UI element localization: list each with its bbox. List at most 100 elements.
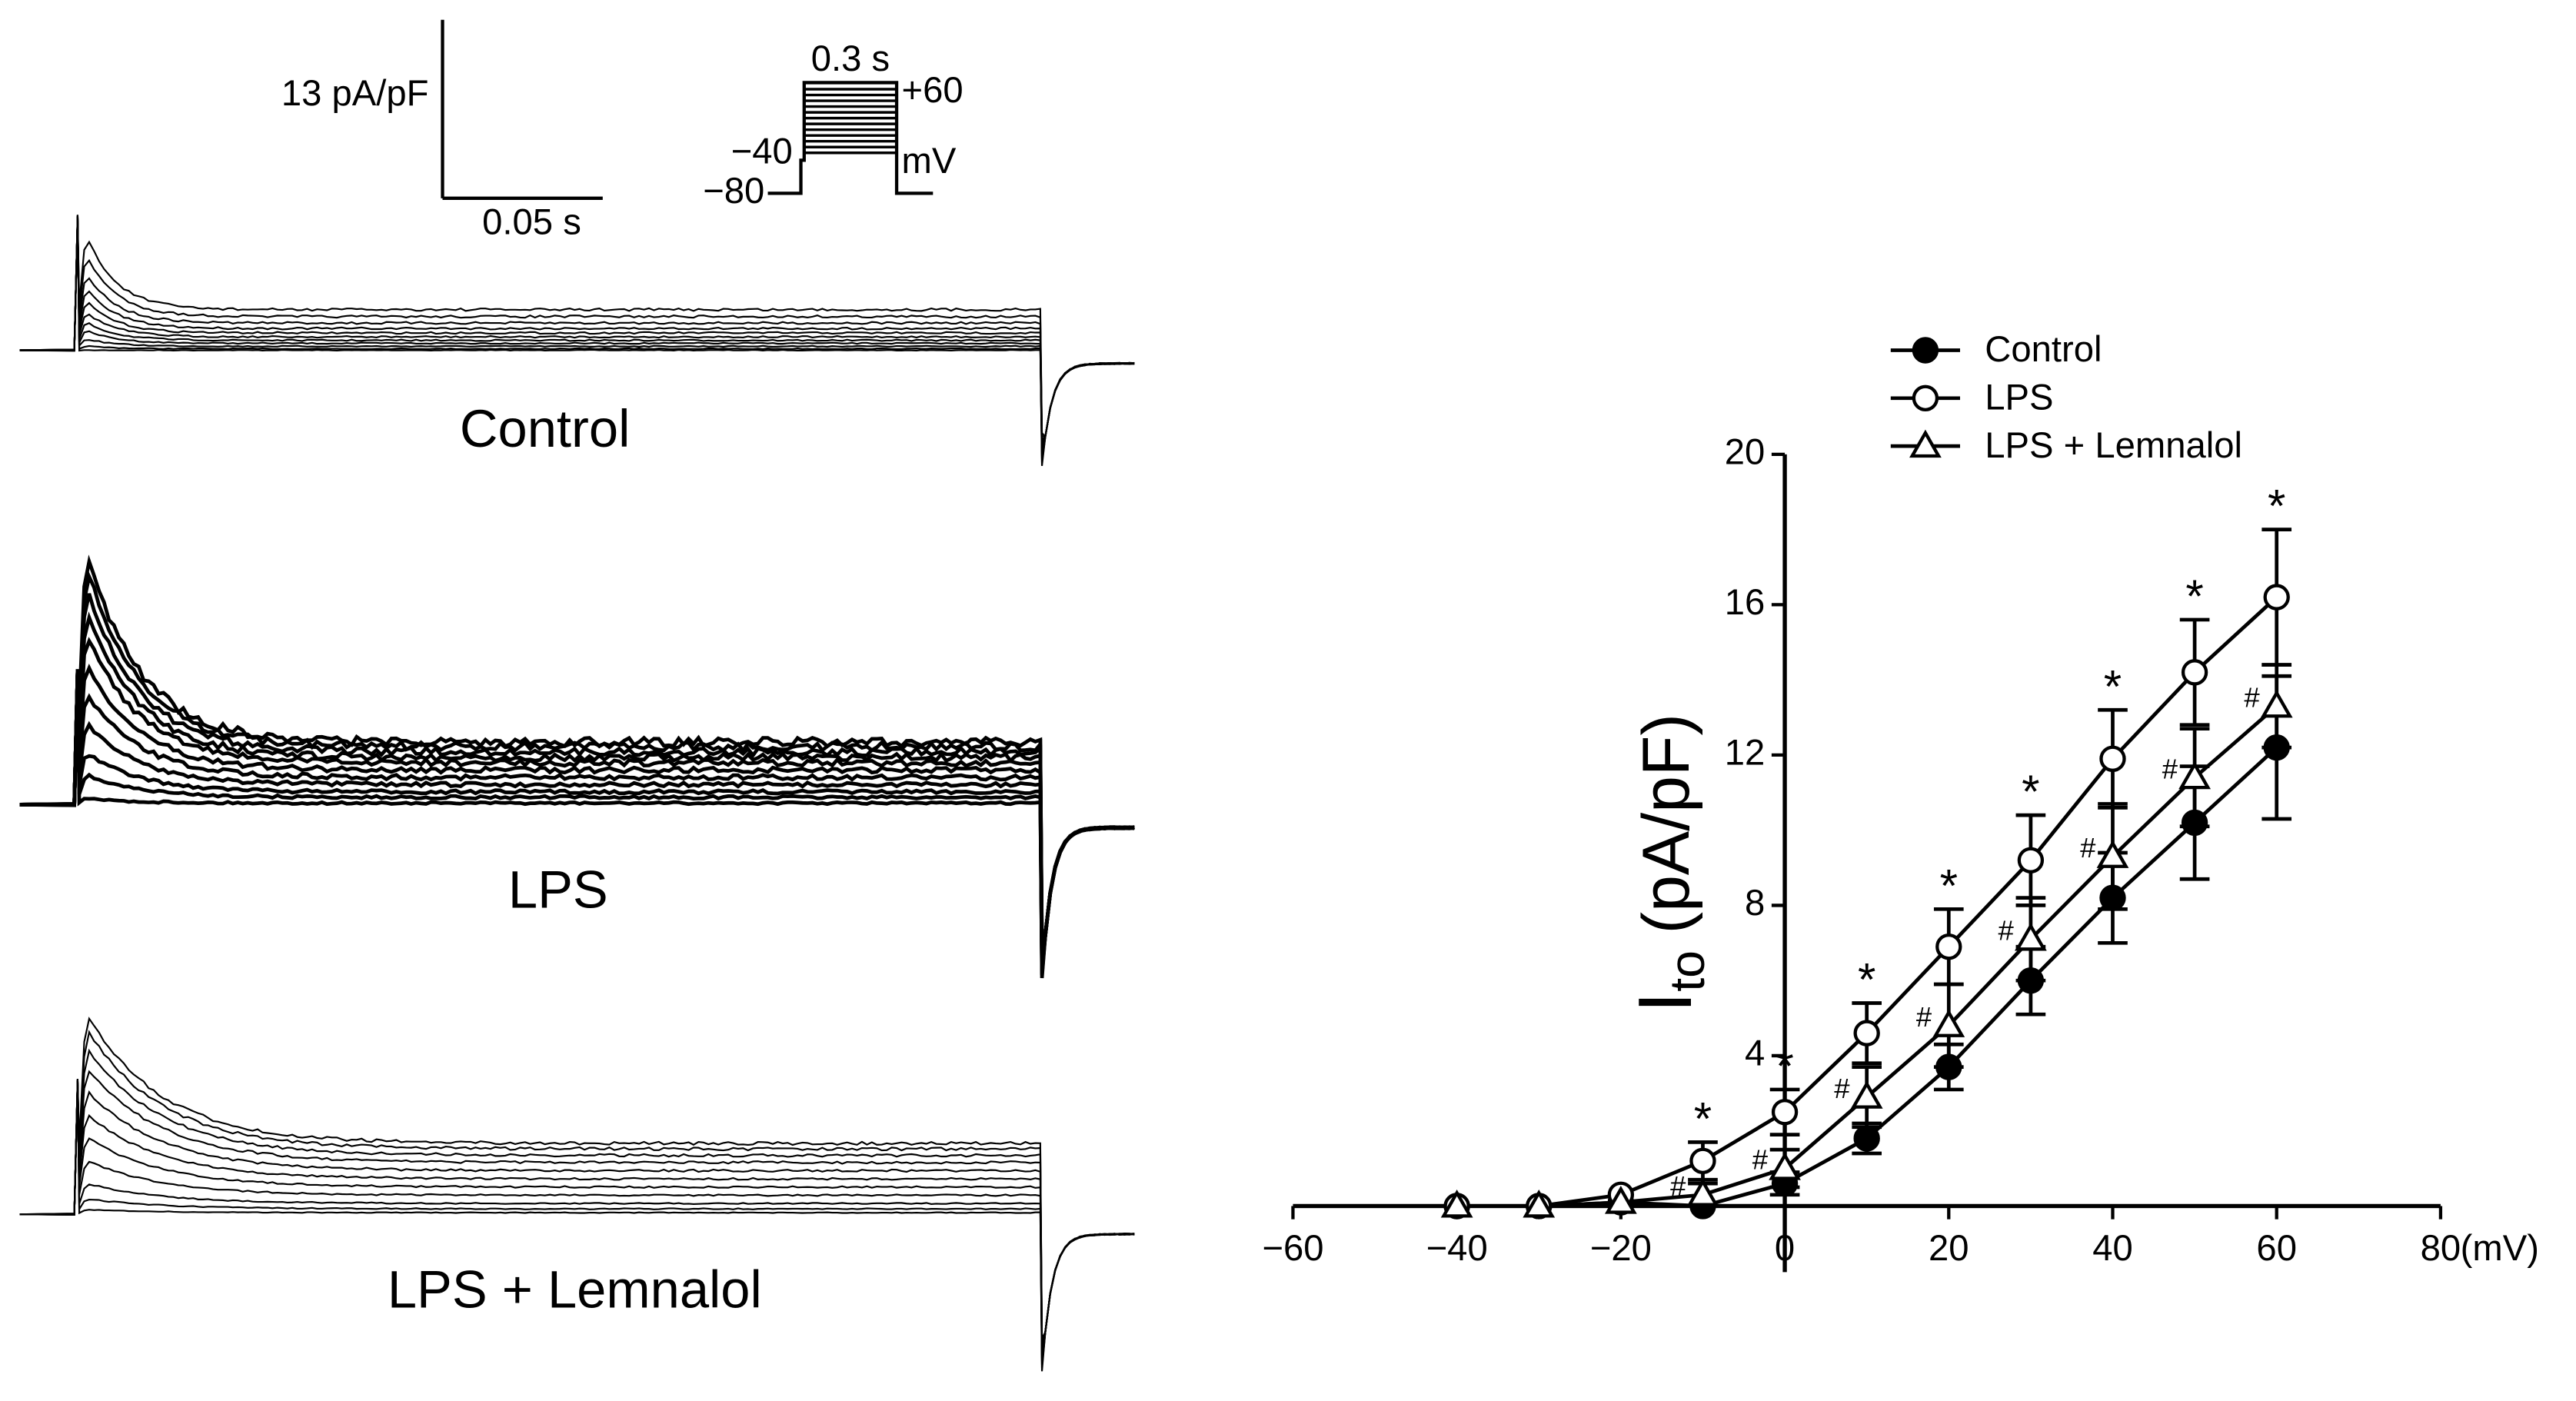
- legend-label: LPS: [1985, 377, 2053, 418]
- current-trace: [19, 215, 1135, 460]
- marker: [2260, 689, 2293, 718]
- current-trace: [19, 1079, 1135, 1365]
- marker: [1523, 1189, 1556, 1218]
- current-trace: [19, 593, 1135, 953]
- panel-label: Control: [460, 399, 630, 458]
- y-label-unit: (pA/pF): [1629, 714, 1703, 933]
- significance-mark: #: [2244, 681, 2260, 713]
- legend-label: LPS + Lemnalol: [1985, 425, 2242, 466]
- marker: [2263, 734, 2290, 761]
- marker: [1604, 1186, 1637, 1214]
- legend-marker: [1909, 429, 1942, 458]
- significance-mark: #: [1834, 1073, 1850, 1104]
- current-trace: [19, 1080, 1135, 1355]
- current-trace: [19, 216, 1135, 450]
- current-trace: [19, 669, 1135, 972]
- x-tick-label: −20: [1590, 1228, 1652, 1269]
- marker: [1935, 1053, 1962, 1080]
- marker: [1771, 1099, 1799, 1126]
- time-scale-label: 0.05 s: [482, 202, 581, 243]
- y-label-sub: to: [1659, 950, 1715, 992]
- x-tick-label: −40: [1426, 1228, 1488, 1269]
- current-trace: [19, 215, 1135, 463]
- protocol-step: −40: [731, 131, 793, 171]
- current-trace: [19, 554, 1135, 946]
- current-trace: [19, 1030, 1135, 1343]
- significance-mark: *: [2104, 661, 2122, 712]
- y-tick-label: 16: [1725, 582, 1766, 623]
- significance-mark: *: [2268, 481, 2285, 532]
- current-trace: [19, 215, 1135, 467]
- y-tick-label: 4: [1745, 1033, 1765, 1073]
- marker: [2015, 922, 2047, 951]
- current-trace: [19, 216, 1135, 447]
- x-tick-label: −60: [1262, 1228, 1323, 1269]
- current-trace: [19, 637, 1135, 959]
- legend-marker: [1912, 337, 1939, 364]
- protocol-outline: [767, 81, 934, 195]
- significance-mark: *: [1858, 954, 1875, 1006]
- current-trace: [19, 1078, 1135, 1372]
- y-tick-label: 20: [1725, 431, 1766, 472]
- y-tick-label: 12: [1725, 732, 1766, 773]
- significance-mark: *: [2185, 571, 2203, 622]
- current-trace: [19, 669, 1135, 975]
- significance-mark: #: [2080, 832, 2096, 864]
- current-trace: [19, 670, 1135, 969]
- marker: [1853, 1125, 1880, 1152]
- marker: [2181, 809, 2208, 837]
- marker: [1686, 1178, 1719, 1206]
- protocol-duration: 0.3 s: [811, 38, 890, 79]
- marker: [1440, 1189, 1473, 1218]
- marker: [2263, 584, 2290, 611]
- y-tick-label: 8: [1745, 883, 1765, 923]
- legend-marker: [1912, 384, 1939, 411]
- marker: [2099, 884, 2126, 911]
- current-trace: [19, 669, 1135, 979]
- significance-mark: *: [1776, 1040, 1793, 1092]
- significance-mark: #: [1670, 1170, 1686, 1202]
- panel-label: LPS: [508, 860, 608, 920]
- current-trace: [19, 670, 1135, 966]
- significance-mark: *: [2022, 766, 2039, 817]
- significance-mark: #: [1999, 914, 2015, 946]
- marker: [1853, 1020, 1880, 1047]
- significance-mark: #: [1916, 1001, 1932, 1033]
- significance-mark: #: [1752, 1144, 1769, 1176]
- current-trace: [19, 216, 1135, 453]
- current-trace: [19, 215, 1135, 457]
- current-trace: [19, 218, 1135, 439]
- marker: [2017, 847, 2045, 874]
- current-trace: [19, 1080, 1135, 1359]
- iv-chart: −60 −40 −20 0 20 40 60 80 (mV) 4 8 12 16 20 Ito (pA/pF)…: [1262, 329, 2539, 1273]
- x-tick-label: 20: [1929, 1228, 1969, 1269]
- x-tick-label: 80: [2421, 1228, 2461, 1269]
- current-trace: [19, 1070, 1135, 1349]
- current-scale-label: 13 pA/pF: [281, 73, 429, 114]
- marker: [1850, 1080, 1883, 1109]
- marker: [2181, 659, 2208, 686]
- marker: [2099, 745, 2126, 772]
- current-trace: [19, 1079, 1135, 1369]
- significance-mark: *: [1694, 1093, 1712, 1144]
- panel-label: LPS + Lemnalol: [388, 1260, 762, 1319]
- current-trace: [19, 1017, 1135, 1342]
- current-trace: [19, 1080, 1135, 1362]
- current-trace: [19, 218, 1135, 438]
- x-tick-label: 60: [2256, 1228, 2297, 1269]
- y-label-main: I: [1622, 992, 1707, 1013]
- protocol-steps: [804, 88, 897, 155]
- protocol-hold: −80: [703, 171, 764, 211]
- current-trace: [19, 1080, 1135, 1352]
- legend-label: Control: [1985, 329, 2102, 370]
- x-tick-label: 0: [1775, 1228, 1795, 1269]
- current-trace: [19, 664, 1135, 962]
- protocol-unit: mV: [902, 141, 957, 181]
- current-trace: [19, 1048, 1135, 1346]
- trace-panels: 13 pA/pF 0.05 s 0.3 s +60 −40 mV −80 Con…: [19, 19, 1135, 1372]
- current-trace: [19, 217, 1135, 444]
- x-tick-label: 40: [2092, 1228, 2133, 1269]
- marker: [2096, 840, 2129, 868]
